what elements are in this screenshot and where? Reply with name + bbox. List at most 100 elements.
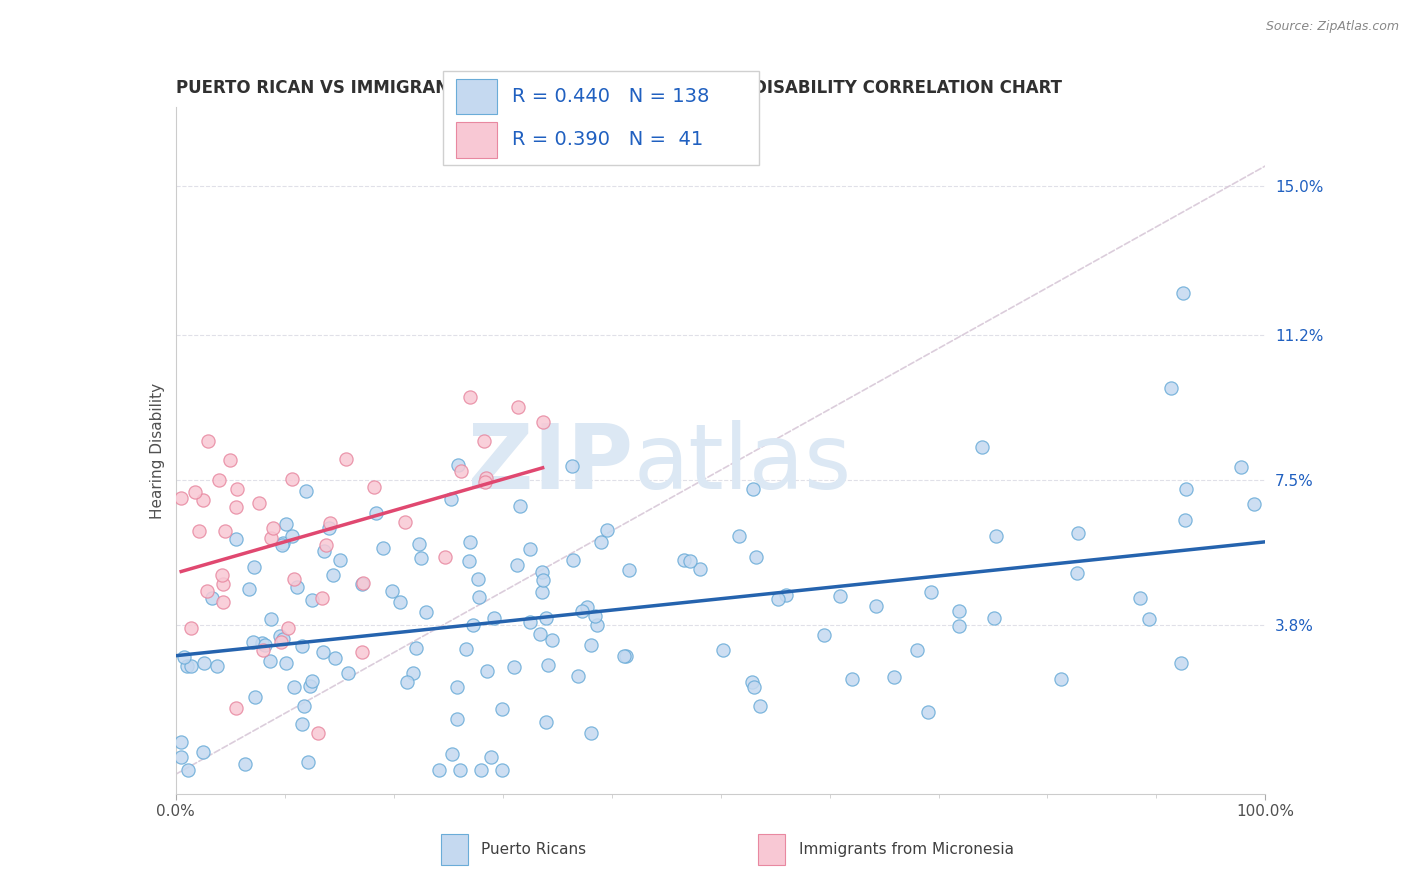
Point	[212, 577, 235, 591]
Point	[475, 471, 498, 485]
Point	[191, 492, 214, 507]
Point	[446, 712, 468, 726]
Point	[260, 531, 283, 545]
Point	[252, 642, 274, 657]
Point	[461, 618, 484, 632]
Point	[920, 585, 942, 599]
Point	[446, 458, 468, 473]
Point	[191, 745, 214, 759]
Point	[214, 524, 236, 538]
Point	[813, 628, 835, 642]
Point	[482, 611, 505, 625]
Point	[530, 585, 553, 599]
Point	[208, 473, 231, 487]
Point	[329, 552, 352, 566]
Point	[381, 583, 404, 598]
Point	[299, 679, 322, 693]
Point	[371, 541, 394, 556]
Point	[323, 651, 346, 665]
Point	[408, 537, 430, 551]
Point	[509, 499, 531, 513]
Text: atlas: atlas	[633, 420, 852, 508]
Point	[195, 584, 218, 599]
Point	[1174, 482, 1197, 496]
Point	[322, 567, 344, 582]
Point	[211, 568, 233, 582]
Y-axis label: Hearing Disability: Hearing Disability	[149, 383, 165, 518]
Point	[254, 639, 277, 653]
Text: PUERTO RICAN VS IMMIGRANTS FROM MICRONESIA HEARING DISABILITY CORRELATION CHART: PUERTO RICAN VS IMMIGRANTS FROM MICRONES…	[176, 79, 1062, 97]
Point	[446, 680, 468, 694]
Point	[405, 640, 427, 655]
Point	[281, 472, 304, 486]
Point	[741, 675, 763, 690]
Point	[366, 506, 388, 520]
Point	[458, 390, 481, 404]
Point	[536, 611, 558, 625]
Point	[567, 669, 589, 683]
Point	[1174, 513, 1197, 527]
Point	[449, 764, 471, 778]
Point	[292, 698, 315, 713]
Point	[948, 618, 970, 632]
Point	[775, 588, 797, 602]
Point	[197, 434, 219, 448]
Point	[768, 591, 790, 606]
Point	[176, 659, 198, 673]
Point	[180, 659, 202, 673]
Point	[207, 659, 229, 673]
Point	[472, 434, 495, 449]
Point	[274, 516, 297, 531]
Point	[242, 559, 264, 574]
Point	[311, 591, 333, 605]
Point	[242, 635, 264, 649]
Point	[841, 672, 863, 686]
Point	[491, 764, 513, 778]
Point	[350, 577, 373, 591]
Point	[454, 642, 477, 657]
Point	[1230, 460, 1253, 475]
Point	[948, 604, 970, 618]
Point	[291, 717, 314, 731]
Point	[591, 534, 613, 549]
Point	[537, 657, 560, 672]
Point	[983, 611, 1005, 625]
Point	[541, 633, 564, 648]
Point	[450, 463, 472, 477]
Point	[276, 656, 298, 670]
Point	[583, 609, 606, 624]
Point	[531, 415, 554, 429]
Point	[506, 558, 529, 572]
Point	[283, 573, 305, 587]
Point	[468, 590, 491, 604]
Point	[336, 665, 359, 680]
Point	[519, 541, 541, 556]
Point	[335, 452, 357, 467]
Point	[728, 529, 751, 543]
Point	[283, 681, 305, 695]
Point	[457, 554, 479, 568]
Point	[193, 656, 215, 670]
Point	[262, 520, 284, 534]
Point	[270, 635, 292, 649]
Point	[314, 543, 336, 558]
Point	[576, 600, 599, 615]
Point	[440, 747, 463, 761]
Point	[673, 553, 696, 567]
Point	[972, 440, 994, 454]
Point	[281, 528, 304, 542]
Point	[388, 595, 411, 609]
Point	[614, 648, 637, 663]
Point	[1050, 672, 1073, 686]
Point	[170, 735, 193, 749]
Point	[427, 764, 450, 778]
Point	[586, 617, 609, 632]
Point	[201, 591, 224, 605]
Point	[1170, 656, 1192, 670]
Text: R = 0.440   N = 138: R = 0.440 N = 138	[512, 87, 710, 106]
Point	[579, 639, 602, 653]
Point	[233, 757, 256, 772]
Point	[984, 529, 1007, 543]
Point	[225, 701, 247, 715]
Text: ZIP: ZIP	[468, 420, 633, 508]
